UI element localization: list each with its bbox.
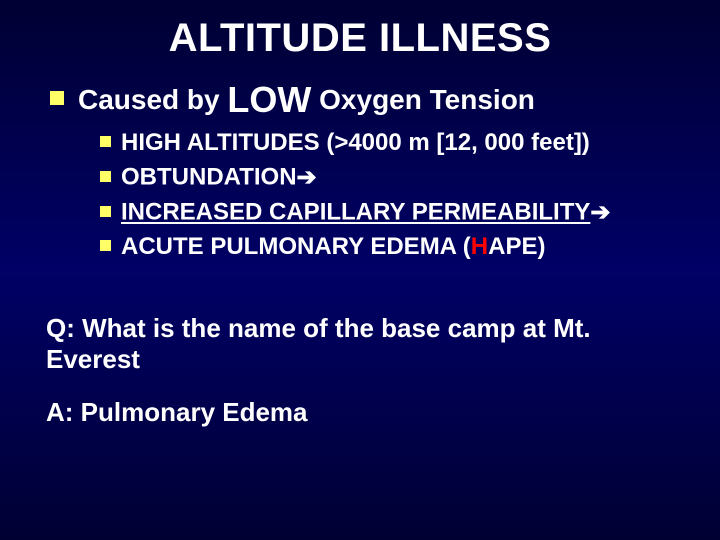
sub-text-segment: H — [471, 233, 488, 260]
slide: ALTITUDE ILLNESS Caused by LOW Oxygen Te… — [0, 0, 720, 540]
sub-text-segment: INCREASED CAPILLARY PERMEABILITY — [121, 199, 590, 226]
sub-bullet-item: INCREASED CAPILLARY PERMEABILITY➔ — [100, 198, 680, 227]
sub-bullet-item: OBTUNDATION➔ — [100, 163, 680, 192]
answer-text: A: Pulmonary Edema — [46, 397, 680, 428]
level1-suffix: Oxygen Tension — [311, 84, 535, 115]
sub-text-segment: HIGH ALTITUDES (>4000 m [12, 000 feet]) — [121, 129, 590, 156]
square-bullet-icon — [100, 240, 111, 251]
sub-bullet-item: HIGH ALTITUDES (>4000 m [12, 000 feet]) — [100, 129, 680, 157]
sub-text-segment: OBTUNDATION — [121, 164, 297, 191]
square-bullet-icon — [100, 171, 111, 182]
sub-text-segment: ACUTE PULMONARY EDEMA ( — [121, 233, 471, 260]
square-bullet-icon — [100, 136, 111, 147]
bullet-level1: Caused by LOW Oxygen Tension — [50, 79, 680, 121]
sub-text-segment: APE) — [488, 233, 545, 260]
sub-bullet-list: HIGH ALTITUDES (>4000 m [12, 000 feet]) O… — [40, 129, 680, 261]
sub-bullet-item: ACUTE PULMONARY EDEMA (HAPE) — [100, 233, 680, 261]
sub-text-segment: ➔ — [590, 199, 610, 226]
square-bullet-icon — [100, 206, 111, 217]
question-text: Q: What is the name of the base camp at … — [46, 313, 680, 375]
level1-prefix: Caused by — [78, 84, 227, 115]
level1-emph: LOW — [227, 79, 311, 120]
square-bullet-icon — [50, 91, 64, 105]
sub-text-segment: ➔ — [297, 164, 317, 191]
slide-title: ALTITUDE ILLNESS — [40, 16, 680, 61]
